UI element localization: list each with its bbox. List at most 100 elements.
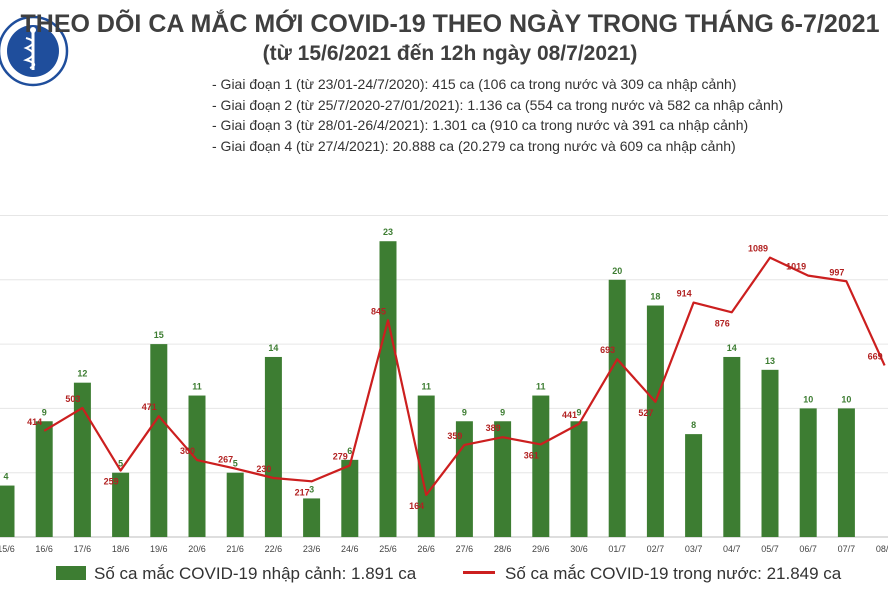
bar-imported	[532, 395, 550, 537]
legend-label-domestic: Số ca mắc COVID-19 trong nước: 21.849 ca	[505, 564, 842, 583]
x-tick-label: 20/6	[188, 544, 206, 554]
bar-imported	[226, 472, 244, 537]
x-tick-label: 18/6	[112, 544, 130, 554]
chart-title: THEO DÕI CA MẮC MỚI COVID-19 THEO NGÀY T…	[20, 10, 880, 38]
bar-value-label: 11	[536, 382, 546, 392]
phase-summary-item: - Giai đoạn 3 (từ 28/01-26/4/2021): 1.30…	[212, 117, 749, 133]
x-tick-label: 29/6	[532, 544, 550, 554]
line-value-label: 359	[447, 431, 462, 441]
bar-value-label: 13	[765, 356, 775, 366]
phase-summary-item: - Giai đoạn 4 (từ 27/4/2021): 20.888 ca …	[212, 137, 736, 154]
line-value-label: 279	[333, 451, 348, 461]
bar-imported	[264, 356, 282, 537]
bar-value-label: 11	[421, 382, 431, 392]
bar-imported	[303, 498, 321, 537]
bar-value-label: 6	[347, 446, 352, 456]
bar-imported	[417, 395, 435, 537]
x-tick-label: 04/7	[723, 544, 741, 554]
line-value-label: 1019	[786, 262, 806, 272]
bar-imported	[341, 459, 359, 537]
bar-value-label: 9	[500, 407, 505, 417]
bar-value-label: 10	[841, 394, 851, 404]
line-value-label: 845	[371, 306, 386, 316]
bar-value-label: 11	[192, 382, 202, 392]
x-tick-label: 17/6	[74, 544, 92, 554]
line-value-label: 300	[180, 446, 195, 456]
legend-item-domestic: Số ca mắc COVID-19 trong nước: 21.849 ca	[463, 564, 841, 584]
line-value-label: 997	[829, 267, 844, 277]
bar-imported	[188, 395, 206, 537]
line-value-label: 503	[65, 394, 80, 404]
chart-subtitle: (từ 15/6/2021 đến 12h ngày 08/7/2021)	[262, 42, 638, 65]
line-value-label: 259	[104, 477, 119, 487]
bar-imported	[379, 241, 397, 537]
x-tick-label: 08/7	[876, 544, 888, 554]
line-value-label: 876	[715, 318, 730, 328]
x-tick-label: 16/6	[35, 544, 53, 554]
x-tick-label: 07/7	[838, 544, 856, 554]
x-tick-label: 06/7	[799, 544, 817, 554]
x-tick-label: 26/6	[417, 544, 435, 554]
bar-imported	[35, 421, 53, 537]
bar-imported	[761, 369, 779, 537]
bar-imported	[0, 485, 15, 537]
combo-chart: 4 15/6 9 16/6 12 17/6 5 18/6 15 19/6 11 20/6 5 21/6 14…	[0, 215, 888, 554]
bar-imported	[837, 408, 855, 537]
line-value-label: 669	[868, 351, 883, 361]
legend-label-imported: Số ca mắc COVID-19 nhập cảnh: 1.891 ca	[94, 564, 417, 583]
bar-value-label: 5	[233, 459, 238, 469]
line-value-label: 1089	[748, 244, 768, 254]
x-tick-label: 30/6	[570, 544, 588, 554]
bar-value-label: 18	[650, 292, 660, 302]
line-value-label: 230	[256, 464, 271, 474]
bar-value-label: 4	[3, 472, 8, 482]
bar-imported	[799, 408, 817, 537]
bar-value-label: 14	[727, 343, 737, 353]
bar-value-label: 10	[803, 394, 813, 404]
phase-summary-item: - Giai đoạn 2 (từ 25/7/2020-27/01/2021):…	[212, 96, 784, 113]
line-value-label: 914	[677, 289, 692, 299]
x-tick-label: 22/6	[265, 544, 283, 554]
bar-imported	[570, 421, 588, 537]
bar-value-label: 9	[42, 407, 47, 417]
bar-imported	[73, 382, 91, 537]
phase-summary-item: - Giai đoạn 1 (từ 23/01-24/7/2020): 415 …	[212, 76, 737, 92]
x-tick-label: 27/6	[456, 544, 474, 554]
x-tick-label: 23/6	[303, 544, 321, 554]
x-tick-label: 15/6	[0, 544, 15, 554]
legend-bar-swatch	[56, 565, 86, 580]
bar-value-label: 23	[383, 227, 393, 237]
bar-value-label: 15	[154, 330, 164, 340]
x-tick-label: 05/7	[761, 544, 779, 554]
legend-line-swatch	[463, 571, 495, 575]
line-value-label: 527	[638, 408, 653, 418]
line-value-label: 267	[218, 455, 233, 465]
bar-value-label: 12	[77, 369, 87, 379]
bar-imported	[646, 305, 664, 537]
bar-imported	[112, 472, 130, 537]
line-value-label: 361	[524, 450, 539, 460]
bar-value-label: 20	[612, 266, 622, 276]
bar-imported	[723, 356, 741, 537]
x-tick-label: 02/7	[647, 544, 665, 554]
x-tick-label: 03/7	[685, 544, 703, 554]
bar-value-label: 14	[268, 343, 278, 353]
bar-value-label: 8	[691, 420, 696, 430]
x-tick-label: 01/7	[608, 544, 626, 554]
bar-value-label: 9	[462, 407, 467, 417]
legend-item-imported: Số ca mắc COVID-19 nhập cảnh: 1.891 ca	[56, 564, 416, 584]
bar-value-label: 5	[118, 459, 123, 469]
bar-imported	[494, 421, 512, 537]
line-domestic	[43, 256, 886, 497]
x-tick-label: 19/6	[150, 544, 168, 554]
bar-imported	[150, 344, 168, 537]
line-value-label: 389	[486, 423, 501, 433]
x-tick-label: 24/6	[341, 544, 359, 554]
line-value-label: 441	[562, 410, 577, 420]
line-value-label: 414	[27, 417, 42, 427]
bar-value-label: 3	[309, 484, 314, 494]
x-tick-label: 25/6	[379, 544, 397, 554]
line-value-label: 693	[600, 345, 615, 355]
ministry-of-health-logo	[0, 14, 70, 93]
phase-summary-list: - Giai đoạn 1 (từ 23/01-24/7/2020): 415 …	[212, 74, 783, 156]
